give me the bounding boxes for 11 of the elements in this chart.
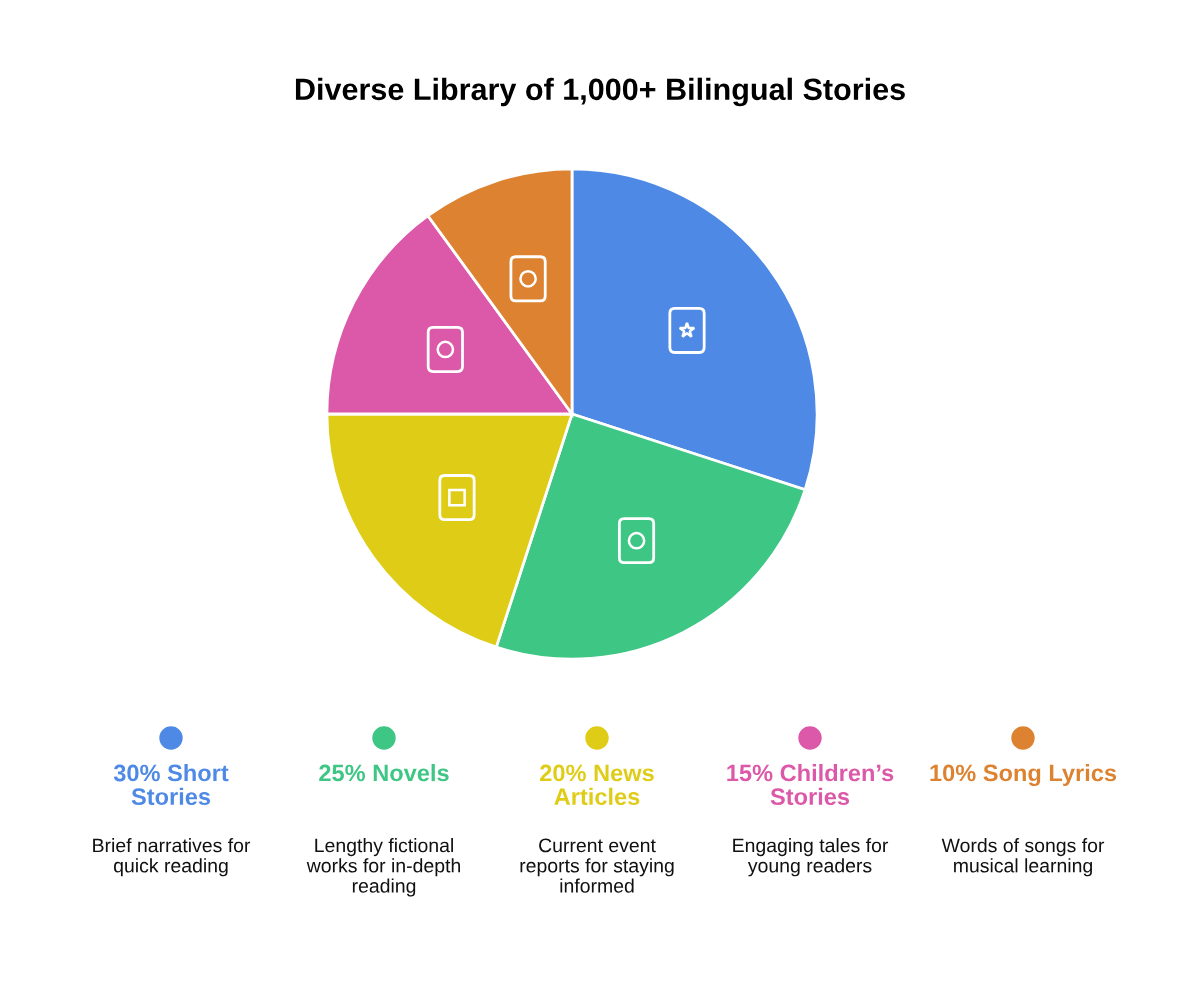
- legend-label: 30% Short Stories: [113, 764, 229, 806]
- text: Current event reports for staying informed: [520, 838, 674, 893]
- legend-label: 15% Children’s Stories: [727, 764, 894, 806]
- text: Words of songs for musical learning: [941, 838, 1105, 877]
- text: Brief narratives for quick reading: [93, 838, 251, 877]
- legend-label: 20% News Articles: [540, 764, 654, 806]
- legend-label: 10% Song Lyrics: [930, 764, 1117, 787]
- text: Engaging tales for young readers: [733, 838, 889, 877]
- text: Lengthy fictional works for in-depth reading: [306, 838, 461, 897]
- legend-label: 25% Novels: [319, 764, 449, 782]
- chart-title: Diverse Library of 1,000+ Bilingual Stories: [295, 77, 905, 107]
